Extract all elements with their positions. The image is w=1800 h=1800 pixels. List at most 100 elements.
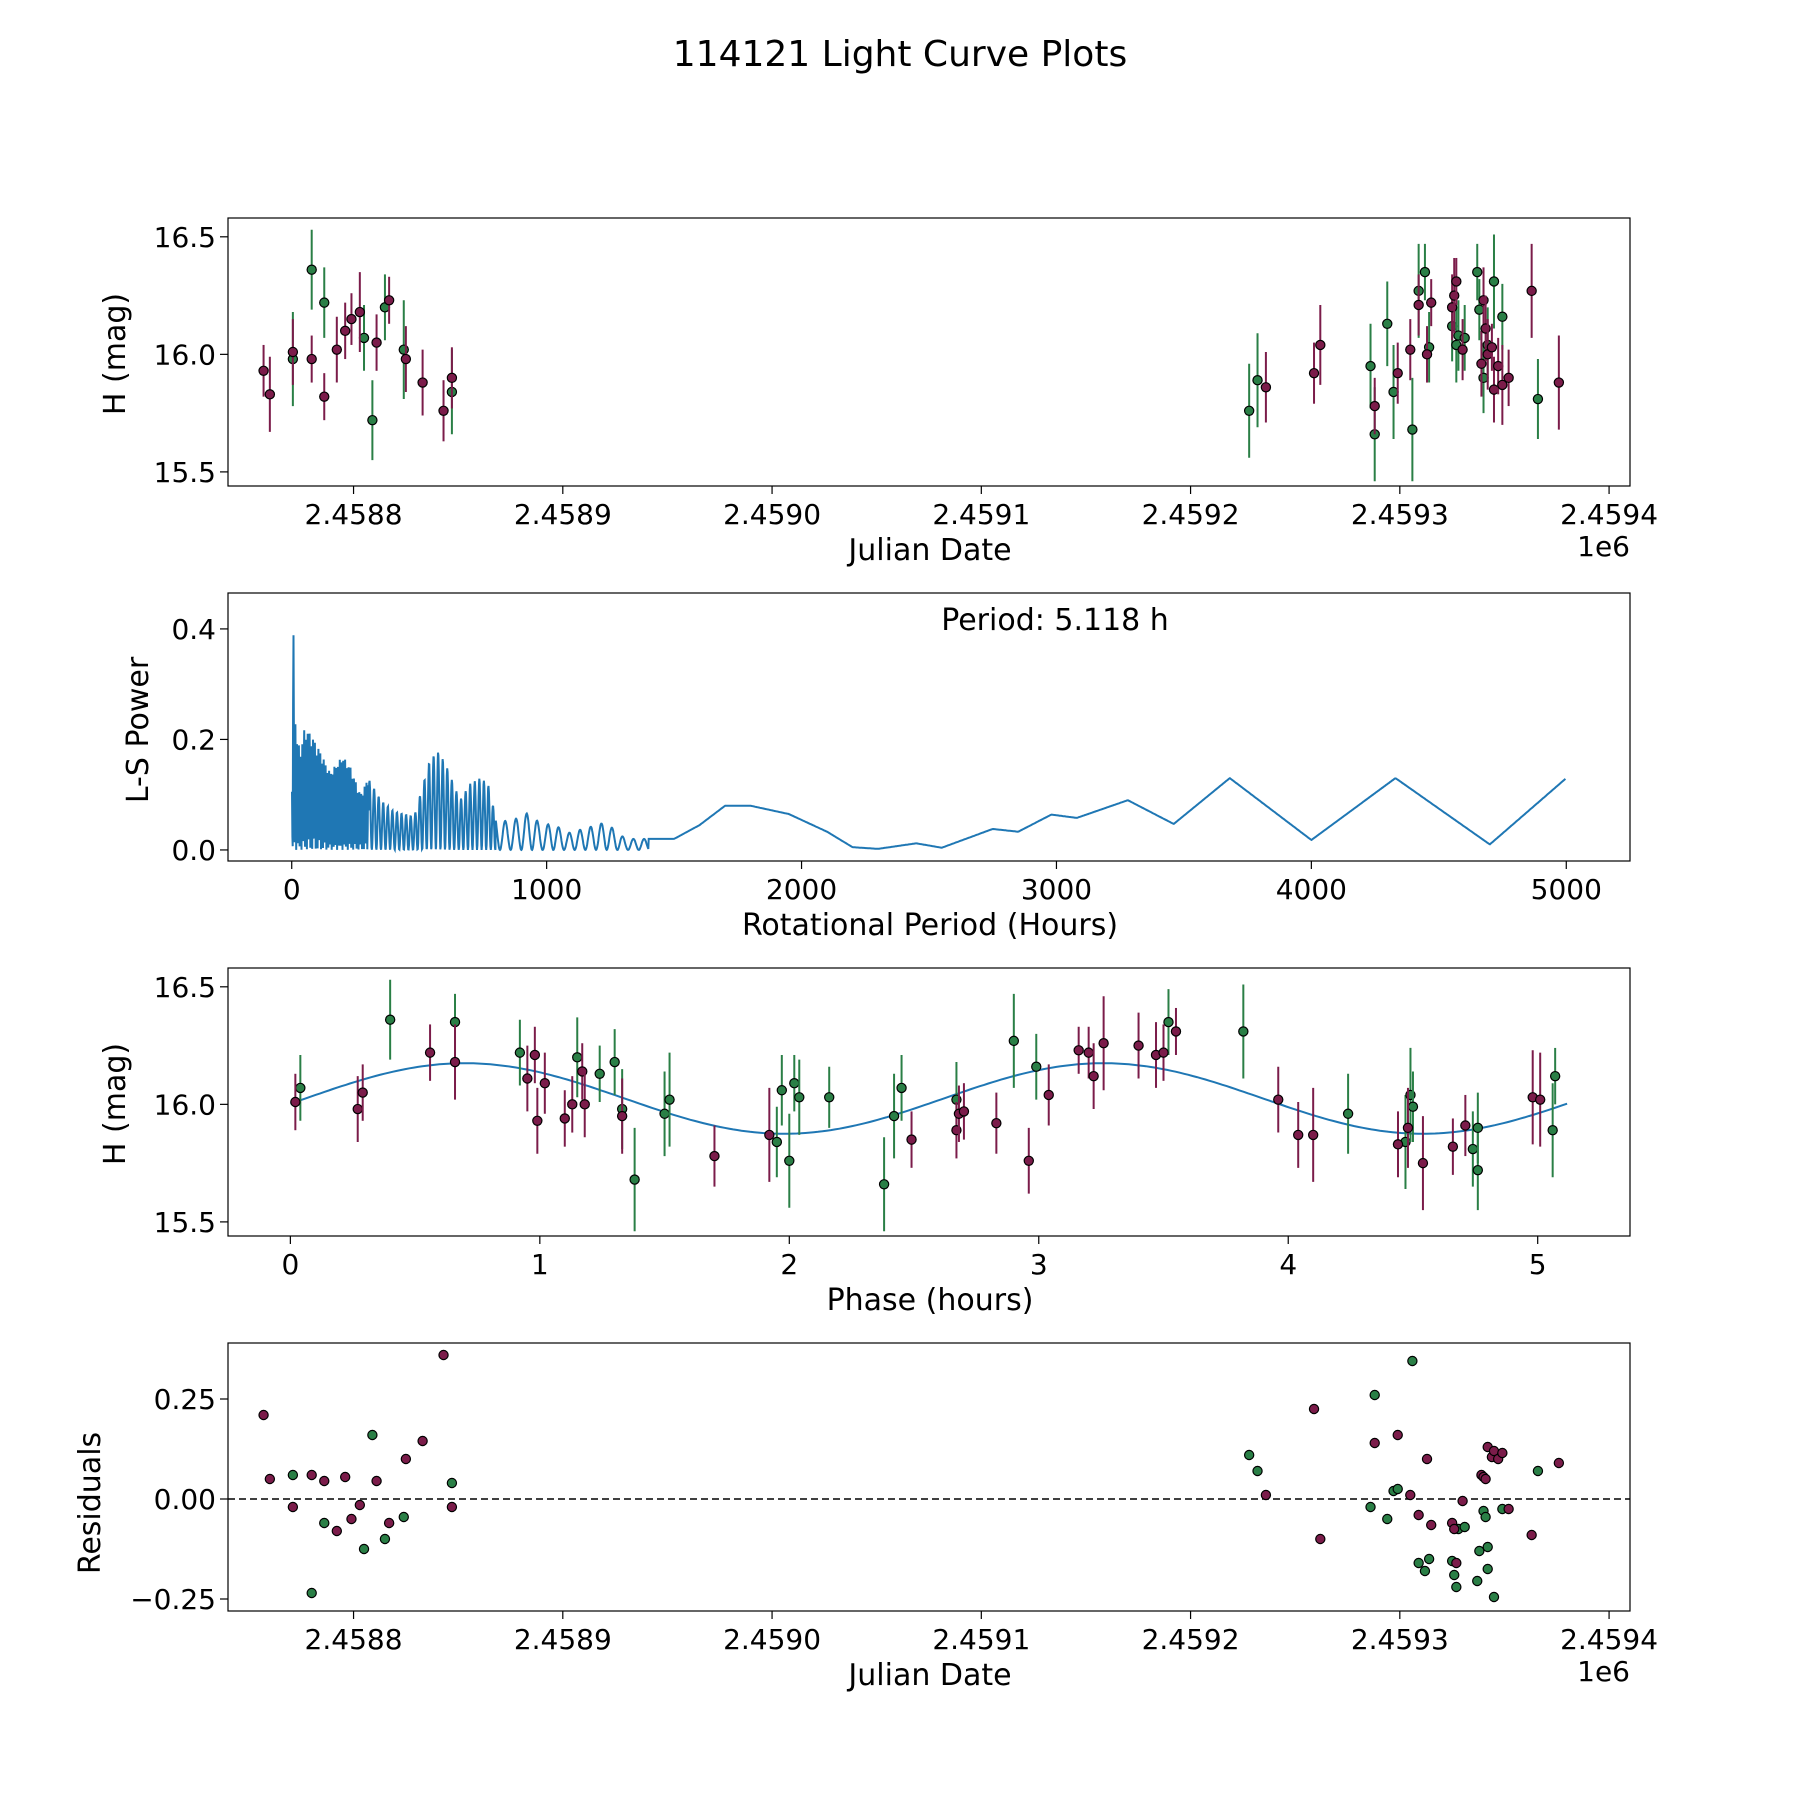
lightcurve-point <box>1365 360 1376 372</box>
lightcurve-point <box>1413 299 1424 311</box>
residuals-point <box>1488 1591 1500 1603</box>
residuals-point <box>1526 1529 1537 1541</box>
lightcurve-point <box>319 391 330 402</box>
periodogram-xtick-label: 1000 <box>511 873 582 906</box>
phased-point <box>290 1096 301 1108</box>
phased-point <box>1163 1016 1174 1028</box>
residuals-point <box>1503 1503 1514 1515</box>
lightcurve-point <box>1405 344 1416 355</box>
residuals-point <box>1407 1355 1418 1367</box>
residuals-point <box>358 1543 370 1555</box>
residuals-point <box>438 1349 449 1361</box>
lightcurve-x-offset: 1e6 <box>1577 530 1630 563</box>
phased-point <box>1534 1094 1546 1105</box>
residuals-xlabel: Julian Date <box>846 1658 1011 1693</box>
phased-point <box>991 1117 1002 1129</box>
lightcurve-point <box>1488 276 1500 287</box>
residuals-point <box>1451 1557 1462 1569</box>
residuals-point <box>258 1409 269 1421</box>
phased-point <box>1273 1094 1284 1105</box>
phased-point <box>1158 1047 1169 1058</box>
phased-ylabel: H (mag) <box>98 1043 133 1165</box>
residuals-point <box>1405 1489 1416 1501</box>
phased-point <box>1392 1139 1404 1150</box>
phased-point <box>384 1014 396 1025</box>
lightcurve-point <box>398 344 409 355</box>
lightcurve-point <box>1369 400 1380 412</box>
lightcurve-point <box>1260 382 1272 393</box>
phased-series-green <box>295 979 1561 1232</box>
phased-fit-curve <box>290 1062 1568 1135</box>
lightcurve-xtick-label: 2.4594 <box>1560 498 1658 531</box>
lightcurve-point <box>306 264 317 275</box>
periodogram-ytick-label: 0.2 <box>171 723 216 756</box>
lightcurve-point <box>1532 393 1544 405</box>
periodogram-xtick-label: 5000 <box>1531 873 1602 906</box>
phased-point <box>1417 1157 1429 1169</box>
lightcurve-point <box>1478 295 1489 306</box>
phased-point <box>1460 1120 1471 1131</box>
phased-series-maroon <box>290 996 1546 1211</box>
lightcurve-point <box>346 313 357 325</box>
lightcurve-point <box>1421 349 1433 360</box>
phased-point <box>1133 1040 1144 1051</box>
periodogram-panel: L-S Power Rotational Period (Hours) Peri… <box>121 592 1631 943</box>
lightcurve-xtick-label: 2.4589 <box>514 498 612 531</box>
residuals-point <box>1451 1581 1462 1593</box>
phased-point <box>1088 1070 1099 1082</box>
phased-xlabel: Phase (hours) <box>827 1283 1034 1318</box>
residuals-xtick-label: 2.4593 <box>1351 1623 1449 1656</box>
lightcurve-point <box>438 405 449 416</box>
residuals-point <box>1308 1403 1320 1415</box>
residuals-point <box>1482 1563 1493 1575</box>
phased-point <box>896 1082 907 1094</box>
residuals-point <box>1392 1429 1403 1441</box>
residuals-point <box>1392 1483 1403 1495</box>
residuals-ytick-label: 0.00 <box>154 1483 216 1516</box>
phased-point <box>532 1115 543 1127</box>
lightcurve-xlabel: Julian Date <box>846 533 1011 568</box>
lightcurve-point <box>1503 372 1514 384</box>
phased-xtick-label: 1 <box>531 1248 549 1281</box>
lightcurve-point <box>1459 332 1470 344</box>
phased-point <box>1402 1122 1414 1134</box>
lightcurve-point <box>258 365 269 377</box>
lightcurve-point <box>1419 266 1431 278</box>
phased-point <box>579 1099 590 1110</box>
phased-point <box>1098 1038 1109 1049</box>
lightcurve-point <box>1252 375 1263 386</box>
lightcurve-ytick-label: 15.5 <box>154 456 216 489</box>
periodogram-xtick-label: 2000 <box>766 873 837 906</box>
residuals-frame <box>227 1342 1631 1612</box>
phased-point <box>906 1134 917 1145</box>
periodogram-line <box>291 635 1567 854</box>
lightcurve-point <box>1457 344 1468 355</box>
phased-xtick-label: 4 <box>1279 1248 1297 1281</box>
lightcurve-ytick-label: 16.5 <box>154 221 216 254</box>
lightcurve-point <box>1426 297 1437 308</box>
residuals-point <box>1315 1533 1326 1545</box>
periodogram-ytick-label: 0.4 <box>171 613 216 646</box>
phased-point <box>1073 1045 1084 1056</box>
lightcurve-point <box>1392 367 1403 379</box>
residuals-point <box>264 1473 276 1485</box>
residuals-point <box>371 1475 382 1487</box>
phased-xtick-label: 3 <box>1030 1248 1048 1281</box>
residuals-point <box>1413 1557 1424 1569</box>
residuals-point <box>1413 1509 1424 1521</box>
residuals-point <box>354 1499 366 1511</box>
phased-xtick-label: 0 <box>281 1248 299 1281</box>
phased-point <box>888 1110 900 1122</box>
phased-point <box>1170 1026 1182 1037</box>
phased-point <box>449 1056 461 1068</box>
lightcurve-point <box>400 353 412 365</box>
residuals-point <box>1449 1523 1460 1535</box>
lightcurve-ylabel: H (mag) <box>98 293 133 415</box>
residuals-point <box>1482 1541 1493 1553</box>
phased-point <box>572 1052 583 1063</box>
phased-point <box>539 1077 551 1089</box>
residuals-xtick-label: 2.4592 <box>1142 1623 1240 1656</box>
lightcurve-point <box>1449 290 1460 301</box>
lightcurve-xtick-label: 2.4588 <box>305 498 403 531</box>
phased-ytick-label: 16.0 <box>154 1088 216 1121</box>
